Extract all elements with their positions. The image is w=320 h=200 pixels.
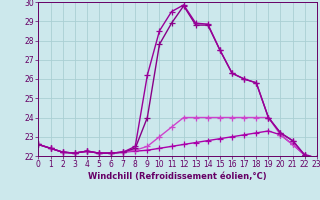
X-axis label: Windchill (Refroidissement éolien,°C): Windchill (Refroidissement éolien,°C) (88, 172, 267, 181)
